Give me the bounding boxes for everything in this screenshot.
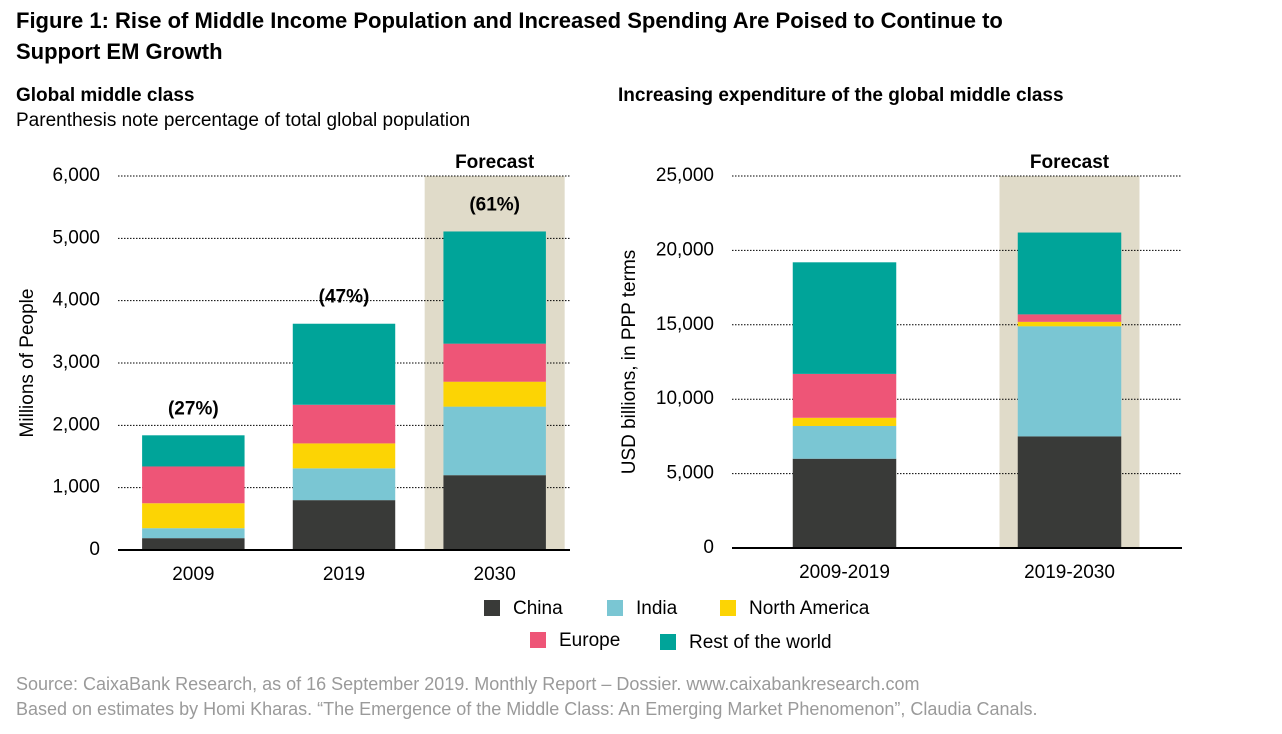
bar-segment (443, 475, 546, 550)
legend-swatch (607, 600, 623, 616)
bar-segment (142, 503, 245, 529)
x-tick-label: 2019-2030 (1024, 562, 1115, 583)
x-tick-label: 2019 (323, 564, 365, 585)
y-tick-label: 0 (703, 537, 714, 558)
source-note: Source: CaixaBank Research, as of 16 Sep… (16, 674, 919, 694)
bar-segment (1017, 232, 1122, 315)
forecast-label: Forecast (455, 152, 535, 173)
chart-title: Global middle class (16, 85, 194, 106)
legend-swatch (484, 600, 500, 616)
bar-segment (142, 435, 245, 467)
y-tick-label: 6,000 (52, 165, 100, 186)
bar-segment (792, 417, 897, 426)
y-tick-label: 25,000 (656, 165, 714, 186)
legend-swatch (660, 634, 676, 650)
source-note: Based on estimates by Homi Kharas. “The … (16, 699, 1038, 719)
y-tick-label: 3,000 (52, 352, 100, 373)
y-tick-label: 5,000 (52, 227, 100, 248)
bar-segment (443, 406, 546, 476)
bar-segment (443, 231, 546, 344)
legend-swatch (720, 600, 736, 616)
chart-title: Increasing expenditure of the global mid… (618, 85, 1064, 106)
bar-segment (142, 538, 245, 550)
y-tick-label: 10,000 (656, 388, 714, 409)
bar-segment (292, 500, 396, 550)
y-tick-label: 0 (89, 539, 100, 560)
legend-label: China (513, 598, 563, 619)
y-tick-label: 5,000 (666, 463, 714, 484)
bar-segment (443, 343, 546, 382)
y-tick-label: 2,000 (52, 414, 100, 435)
legend-label: Rest of the world (689, 632, 832, 653)
x-tick-label: 2030 (474, 564, 516, 585)
y-tick-label: 4,000 (52, 290, 100, 311)
share-label: (47%) (319, 287, 370, 308)
bar-segment (792, 425, 897, 459)
share-label: (61%) (469, 194, 520, 215)
bar-segment (792, 262, 897, 374)
share-label: (27%) (168, 398, 219, 419)
y-tick-label: 15,000 (656, 314, 714, 335)
legend-label: Europe (559, 630, 620, 651)
bar-segment (292, 468, 396, 501)
bar-segment (1017, 321, 1122, 327)
bar-segment (1017, 436, 1122, 548)
bar-segment (1017, 326, 1122, 437)
x-tick-label: 2009 (172, 564, 214, 585)
bar-segment (292, 404, 396, 444)
chart-subtitle: Parenthesis note percentage of total glo… (16, 110, 470, 131)
bar-segment (142, 466, 245, 504)
y-axis-title: Millions of People (17, 289, 38, 438)
bar-segment (792, 458, 897, 548)
bar-segment (142, 528, 245, 539)
legend-label: India (636, 598, 678, 619)
legend-label: North America (749, 598, 870, 619)
bar-segment (443, 381, 546, 407)
figure-title: Figure 1: Rise of Middle Income Populati… (16, 8, 1003, 64)
x-tick-label: 2009-2019 (799, 562, 890, 583)
bar-segment (292, 443, 396, 469)
y-tick-label: 20,000 (656, 239, 714, 260)
y-axis-title: USD billions, in PPP terms (619, 250, 640, 475)
bar-segment (1017, 314, 1122, 322)
bar-segment (292, 323, 396, 405)
bar-segment (792, 373, 897, 418)
y-tick-label: 1,000 (52, 477, 100, 498)
legend-swatch (530, 632, 546, 648)
forecast-label: Forecast (1030, 152, 1110, 173)
